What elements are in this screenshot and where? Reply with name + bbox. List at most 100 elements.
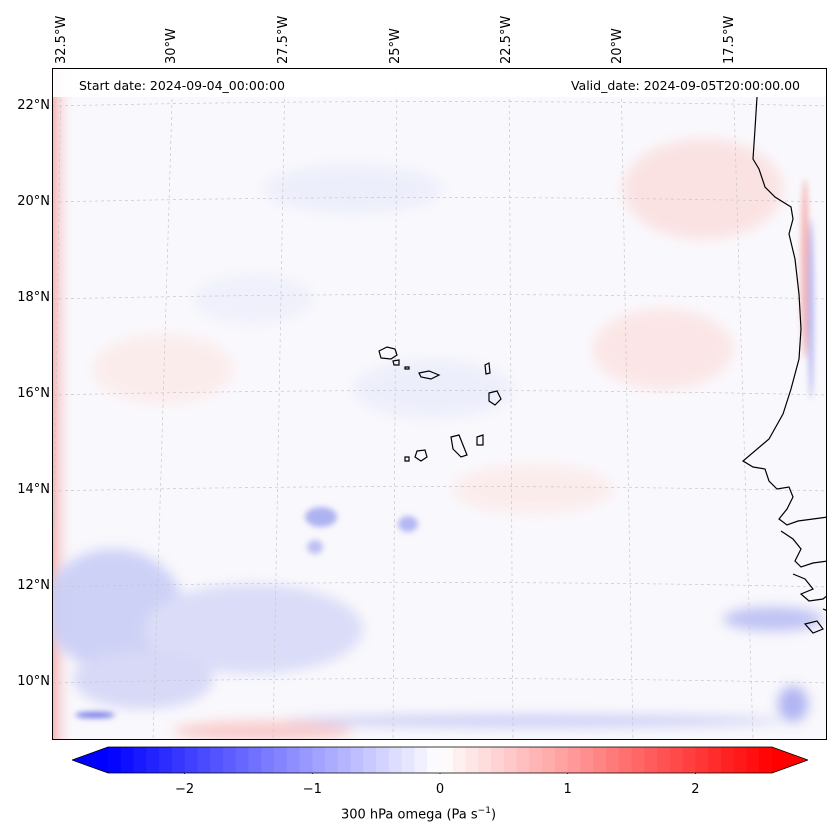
gridlines [53, 69, 826, 739]
blue-strip-east-coast [808, 219, 814, 399]
blue-patch-west [193, 274, 313, 324]
red-patch-west [93, 334, 233, 404]
coastline-bijagos [803, 608, 826, 634]
colorbar-cell [491, 747, 505, 773]
colorbar-cell [312, 747, 326, 773]
colorbar-cell [159, 747, 173, 773]
red-strip-east-coast [801, 179, 809, 359]
gridline-lon-25 [392, 69, 398, 739]
colorbar-cell [695, 747, 709, 773]
colorbar-tick-label: 1 [563, 782, 572, 797]
gridline-lat-14 [53, 486, 826, 492]
colorbar-tick-label: 0 [435, 782, 445, 797]
colorbar-cell [133, 747, 147, 773]
lat-label-14: 14°N [17, 482, 50, 497]
colorbar-cell [542, 747, 556, 773]
colorbar-cell [274, 747, 288, 773]
colorbar-cell [337, 747, 352, 773]
colorbar-cell [388, 747, 403, 773]
island-santo-antao [378, 346, 398, 360]
colorbar-extend-max [772, 747, 808, 773]
blue-patch-south-central [143, 584, 363, 674]
lon-label-25w: 25°W [388, 28, 403, 64]
lon-label-30w: 30°W [164, 28, 179, 64]
colorbar-cell [440, 747, 454, 773]
start-date-label: Start date: 2024-09-04_00:00:00 [79, 78, 285, 93]
colorbar-cell [593, 747, 607, 773]
colorbar-cell [325, 747, 339, 773]
colorbar-cell [567, 747, 582, 773]
colorbar-cell [286, 747, 301, 773]
red-patch-east [593, 309, 733, 389]
island-fogo [414, 449, 428, 462]
colorbar-cell [197, 747, 211, 773]
colorbar-cell [427, 747, 441, 773]
colorbar-cell [120, 747, 135, 773]
gridline-lon-32.5 [53, 69, 62, 631]
map-canvas [53, 69, 826, 739]
lon-label-17.5w: 17.5°W [722, 15, 737, 64]
lat-label-12: 12°N [17, 578, 50, 593]
blue-patch-center [353, 359, 513, 419]
red-patch-center [453, 464, 613, 514]
gridline-lat-18 [53, 294, 826, 300]
colorbar-cell [644, 747, 658, 773]
island-santa-luzia [404, 366, 410, 370]
colorbar-cells [72, 747, 808, 773]
lat-label-16: 16°N [17, 386, 50, 401]
colorbar-cell [299, 747, 313, 773]
valid-date-label: Valid_date: 2024-09-05T20:00:00.00 [570, 78, 800, 93]
colorbar-cell [669, 747, 684, 773]
red-patch-northeast [623, 139, 783, 239]
colorbar-tick-label: −1 [302, 782, 322, 797]
blue-patch-north [263, 164, 443, 214]
colorbar-label-close: ) [490, 807, 497, 823]
lat-label-20: 20°N [17, 194, 50, 209]
blue-spot-4 [75, 712, 115, 718]
coastline [741, 96, 826, 634]
gridline-lon-30 [152, 69, 174, 739]
colorbar-cell [759, 747, 773, 773]
island-santiago [450, 434, 468, 458]
coastline-senegal-south [780, 530, 826, 568]
colorbar-tick-label: −2 [175, 782, 195, 797]
island-sao-nicolau [418, 370, 441, 380]
lat-label-18: 18°N [17, 290, 50, 305]
colorbar-cell [248, 747, 262, 773]
colorbar-cell [452, 747, 467, 773]
red-strip-bottom [173, 721, 353, 739]
gridline-lon-20 [620, 69, 634, 739]
gridline-lon-17.5 [732, 69, 754, 739]
colorbar-cell [606, 747, 620, 773]
colorbar-cell [210, 747, 224, 773]
colorbar-cell [222, 747, 237, 773]
colorbar-cell [363, 747, 377, 773]
blue-spot-2 [398, 516, 418, 532]
gridline-lat-16 [53, 390, 826, 396]
header-band [53, 69, 826, 97]
colorbar-cell [350, 747, 364, 773]
colorbar-cell [376, 747, 390, 773]
colorbar-cell [108, 747, 122, 773]
colorbar-cell [516, 747, 530, 773]
colorbar-cell [465, 747, 479, 773]
colorbar-cell [529, 747, 543, 773]
blue-spot-1 [305, 507, 337, 527]
colorbar-cell [146, 747, 160, 773]
island-boa-vista [488, 390, 502, 406]
colorbar-tick-label: 2 [691, 782, 700, 797]
colorbar-outline [72, 746, 808, 774]
colorbar-cell [414, 747, 428, 773]
island-brava [404, 456, 410, 462]
colorbar-cell [682, 747, 696, 773]
lon-label-27.5w: 27.5°W [276, 15, 291, 64]
colorbar-cell [733, 747, 748, 773]
colorbar-cell [503, 747, 518, 773]
colorbar-cell [746, 747, 760, 773]
colorbar-cell [171, 747, 186, 773]
colorbar-extend-min [72, 747, 108, 773]
island-maio [476, 434, 484, 446]
blue-patch-east [723, 607, 823, 631]
island-sao-vicente [392, 359, 400, 366]
colorbar-label-text: 300 hPa omega (Pa s [340, 807, 478, 823]
